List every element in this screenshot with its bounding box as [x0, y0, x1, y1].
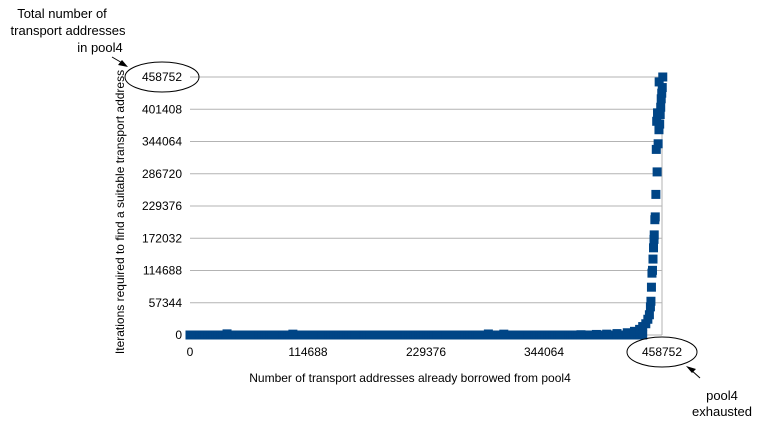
data-point — [649, 230, 659, 240]
data-point — [651, 189, 661, 199]
annotation-total-line2: transport addresses — [11, 23, 126, 38]
y-tick-labels: 0 57344 114688 172032 229376 286720 344064 4014… — [142, 70, 182, 342]
data-point — [612, 329, 622, 339]
annotation-exhausted-line1: pool4 — [706, 388, 738, 403]
data-point — [555, 330, 565, 340]
data-points — [185, 72, 668, 340]
annotation-total-line1: Total number of — [17, 6, 107, 21]
data-point — [653, 108, 663, 118]
annotation-ellipse-x — [626, 336, 698, 368]
data-point — [267, 330, 277, 340]
data-point — [629, 326, 639, 336]
data-point — [622, 328, 632, 338]
annotation-exhausted-line2: exhausted — [692, 404, 752, 419]
data-point — [650, 212, 660, 222]
data-point — [656, 102, 666, 112]
grid-lines — [190, 76, 662, 336]
data-point — [657, 88, 667, 98]
data-point — [432, 330, 442, 340]
y-axis-title: Iterations required to find a suitable t… — [113, 70, 127, 354]
y-tick-label: 114688 — [143, 264, 182, 278]
data-point — [646, 282, 656, 292]
y-tick-label: 458752 — [142, 70, 182, 84]
data-point — [654, 125, 664, 135]
y-tick-label: 286720 — [142, 167, 182, 181]
y-tick-label: 172032 — [142, 231, 182, 245]
x-tick-label: 0 — [187, 345, 194, 359]
data-point — [473, 330, 483, 340]
y-tick-label: 229376 — [142, 199, 182, 213]
x-tick-label: 344064 — [524, 345, 564, 359]
annotation-pool-exhausted: pool4 exhausted — [626, 336, 752, 419]
data-point — [658, 72, 668, 82]
annotation-arrowhead-x — [686, 366, 696, 373]
annotation-arrowhead-y — [118, 60, 128, 67]
data-point — [350, 330, 360, 340]
data-point — [657, 83, 667, 93]
data-point — [514, 330, 524, 340]
data-point — [308, 330, 318, 340]
data-point — [652, 167, 662, 177]
data-point — [653, 139, 663, 149]
x-tick-labels: 0 114688 229376 344064 458752 — [187, 345, 683, 359]
data-point — [288, 329, 298, 339]
x-axis-title: Number of transport addresses already bo… — [249, 371, 571, 385]
annotation-ellipse-y — [124, 61, 200, 93]
y-tick-label: 57344 — [149, 296, 183, 310]
data-point — [185, 330, 195, 340]
data-point — [646, 296, 656, 306]
data-point — [647, 265, 657, 275]
data-point — [656, 94, 666, 104]
data-point — [602, 329, 612, 339]
annotation-total-line3: in pool4 — [77, 40, 123, 55]
data-point — [654, 77, 664, 87]
data-point — [651, 144, 661, 154]
y-tick-label: 401408 — [142, 102, 182, 116]
x-tick-label: 458752 — [642, 345, 682, 359]
data-point — [483, 329, 493, 339]
x-tick-label: 114688 — [288, 345, 327, 359]
data-point — [648, 254, 658, 264]
data-point — [649, 243, 659, 253]
data-point — [499, 329, 509, 339]
data-point — [645, 302, 655, 312]
data-point — [591, 329, 601, 339]
x-tick-label: 229376 — [406, 345, 446, 359]
data-point — [391, 330, 401, 340]
data-point — [644, 310, 654, 320]
annotation-total-addresses: Total number of transport addresses in p… — [11, 6, 200, 93]
data-point — [576, 330, 586, 340]
data-point — [638, 330, 648, 340]
data-point — [222, 329, 232, 339]
data-point — [652, 116, 662, 126]
y-tick-label: 344064 — [142, 135, 182, 149]
y-tick-label: 0 — [175, 328, 182, 342]
